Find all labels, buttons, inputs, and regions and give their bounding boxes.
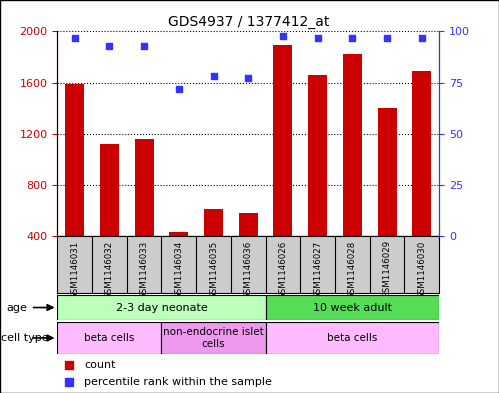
Text: 10 week adult: 10 week adult [313, 303, 392, 312]
Text: GSM1146027: GSM1146027 [313, 241, 322, 299]
Text: cell type: cell type [1, 333, 48, 343]
Bar [378, 108, 397, 287]
Text: GSM1146030: GSM1146030 [417, 241, 426, 299]
Point [140, 42, 148, 49]
Bar [100, 144, 119, 287]
Bar [169, 232, 189, 287]
Text: GSM1146035: GSM1146035 [209, 241, 218, 299]
Bar [265, 322, 439, 354]
Text: count: count [84, 360, 116, 370]
Text: percentile rank within the sample: percentile rank within the sample [84, 377, 272, 387]
Bar [135, 139, 154, 287]
Text: GSM1146034: GSM1146034 [174, 241, 183, 299]
Text: GSM1146026: GSM1146026 [278, 241, 287, 299]
Text: GSM1146028: GSM1146028 [348, 241, 357, 299]
Text: age: age [6, 303, 27, 312]
Text: 2-3 day neonate: 2-3 day neonate [116, 303, 208, 312]
Point [65, 378, 73, 385]
Bar [204, 209, 223, 287]
Point [383, 35, 391, 41]
Text: GSM1146031: GSM1146031 [70, 241, 79, 299]
Text: beta cells: beta cells [327, 333, 378, 343]
Bar [343, 54, 362, 287]
Point [314, 35, 322, 41]
Point [71, 35, 79, 41]
Point [65, 362, 73, 368]
Bar [65, 84, 84, 287]
Title: GDS4937 / 1377412_at: GDS4937 / 1377412_at [168, 15, 329, 29]
Text: beta cells: beta cells [84, 333, 135, 343]
Bar [412, 71, 431, 287]
Bar [57, 322, 162, 354]
Bar [239, 213, 258, 287]
Bar [273, 46, 292, 287]
Point [210, 73, 218, 79]
Text: non-endocrine islet
cells: non-endocrine islet cells [163, 327, 264, 349]
Text: GSM1146029: GSM1146029 [383, 241, 392, 299]
Bar [308, 75, 327, 287]
Point [175, 86, 183, 92]
Point [105, 42, 113, 49]
Bar [265, 295, 439, 320]
Point [418, 35, 426, 41]
Point [348, 35, 356, 41]
Text: GSM1146036: GSM1146036 [244, 241, 253, 299]
Bar [57, 295, 265, 320]
Point [244, 75, 252, 82]
Text: GSM1146033: GSM1146033 [140, 241, 149, 299]
Point [279, 32, 287, 39]
Bar [162, 322, 265, 354]
Text: GSM1146032: GSM1146032 [105, 241, 114, 299]
